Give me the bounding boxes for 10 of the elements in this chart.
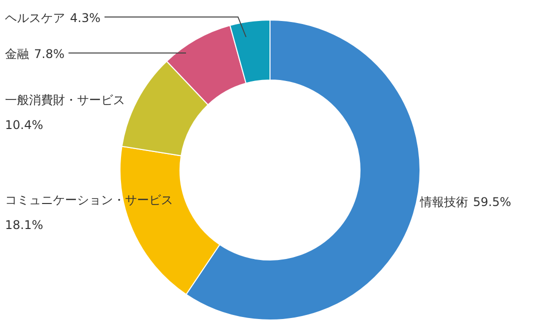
- slice-label: ヘルスケア: [5, 11, 65, 25]
- slice-label: 一般消費財・サービス: [5, 93, 125, 107]
- slice-label: 情報技術: [419, 195, 468, 209]
- slice-label: コミュニケーション・サービス: [5, 193, 173, 207]
- slice-label: 金融: [5, 47, 29, 61]
- data-label: 4.3%: [70, 11, 100, 25]
- data-label: 59.5%: [473, 195, 512, 209]
- data-label: 18.1%: [5, 218, 44, 232]
- data-label: 7.8%: [34, 47, 64, 61]
- data-label: 10.4%: [5, 118, 44, 132]
